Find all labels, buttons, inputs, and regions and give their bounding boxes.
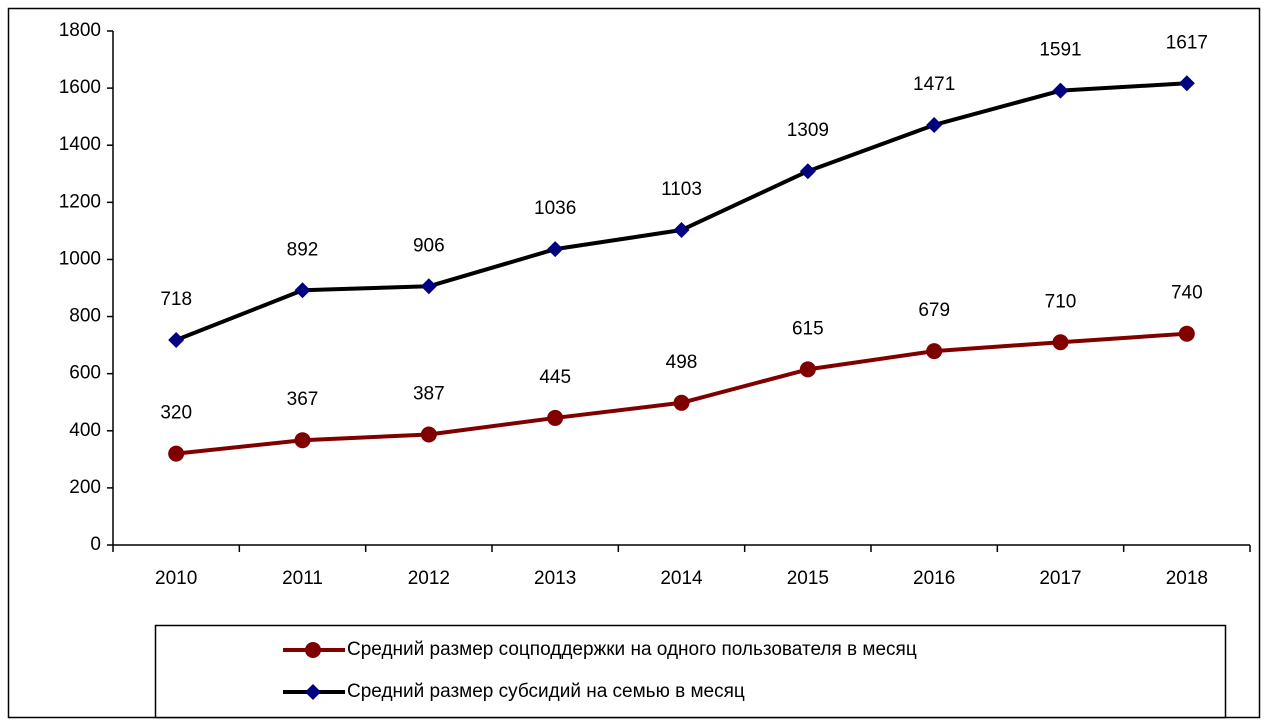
data-label: 710: [1045, 291, 1077, 312]
y-tick-label: 1800: [59, 20, 101, 41]
data-label: 740: [1171, 283, 1203, 304]
data-label: 320: [160, 403, 192, 424]
x-tick-label: 2011: [282, 568, 323, 589]
point-marker: [168, 445, 185, 462]
chart-frame: [7, 7, 1261, 719]
x-tick-label: 2013: [534, 568, 576, 589]
y-tick-label: 1600: [59, 77, 101, 98]
data-label: 367: [287, 389, 319, 410]
point-marker: [305, 642, 321, 658]
x-tick-label: 2017: [1039, 568, 1081, 589]
point-marker: [168, 331, 185, 348]
data-label: 615: [792, 318, 824, 339]
legend-box: [154, 624, 1227, 719]
data-label: 1591: [1039, 40, 1081, 61]
x-tick-label: 2018: [1166, 568, 1208, 589]
point-marker: [1178, 75, 1195, 92]
legend-label: Средний размер соцподдержки на одного по…: [347, 639, 917, 660]
point-marker: [420, 278, 437, 295]
data-label: 1103: [661, 179, 702, 200]
point-marker: [294, 282, 311, 299]
point-marker: [1052, 82, 1069, 99]
point-marker: [926, 116, 943, 133]
y-tick-label: 600: [69, 363, 101, 384]
data-label: 892: [287, 239, 319, 260]
y-tick-label: 200: [69, 477, 101, 498]
data-label: 1617: [1166, 32, 1208, 53]
data-label: 679: [918, 300, 950, 321]
point-marker: [420, 426, 437, 443]
y-tick-label: 1000: [59, 248, 101, 269]
legend-label: Средний размер субсидий на семью в месяц: [347, 681, 745, 702]
x-tick-label: 2014: [660, 568, 703, 589]
point-marker: [673, 222, 690, 239]
y-tick-label: 400: [69, 420, 101, 441]
y-tick-label: 0: [90, 534, 101, 555]
point-marker: [1052, 334, 1069, 351]
point-marker: [1178, 325, 1195, 342]
data-label: 1309: [787, 120, 829, 141]
data-label: 445: [539, 367, 571, 388]
point-marker: [294, 432, 311, 449]
x-tick-label: 2012: [408, 568, 450, 589]
x-tick-label: 2010: [155, 568, 197, 589]
point-marker: [673, 394, 690, 411]
y-tick-label: 1200: [59, 191, 101, 212]
data-label: 498: [666, 352, 698, 373]
data-label: 1036: [534, 198, 576, 219]
data-label: 906: [413, 235, 445, 256]
x-tick-label: 2016: [913, 568, 955, 589]
point-marker: [799, 163, 816, 180]
point-marker: [799, 361, 816, 378]
data-label: 387: [413, 384, 445, 405]
point-marker: [547, 409, 564, 426]
y-tick-label: 1400: [59, 134, 101, 155]
point-marker: [547, 241, 564, 258]
data-label: 1471: [913, 74, 955, 95]
point-marker: [305, 684, 321, 700]
x-tick-label: 2015: [787, 568, 829, 589]
y-tick-label: 800: [69, 306, 101, 327]
data-label: 718: [160, 289, 192, 310]
point-marker: [926, 343, 943, 360]
